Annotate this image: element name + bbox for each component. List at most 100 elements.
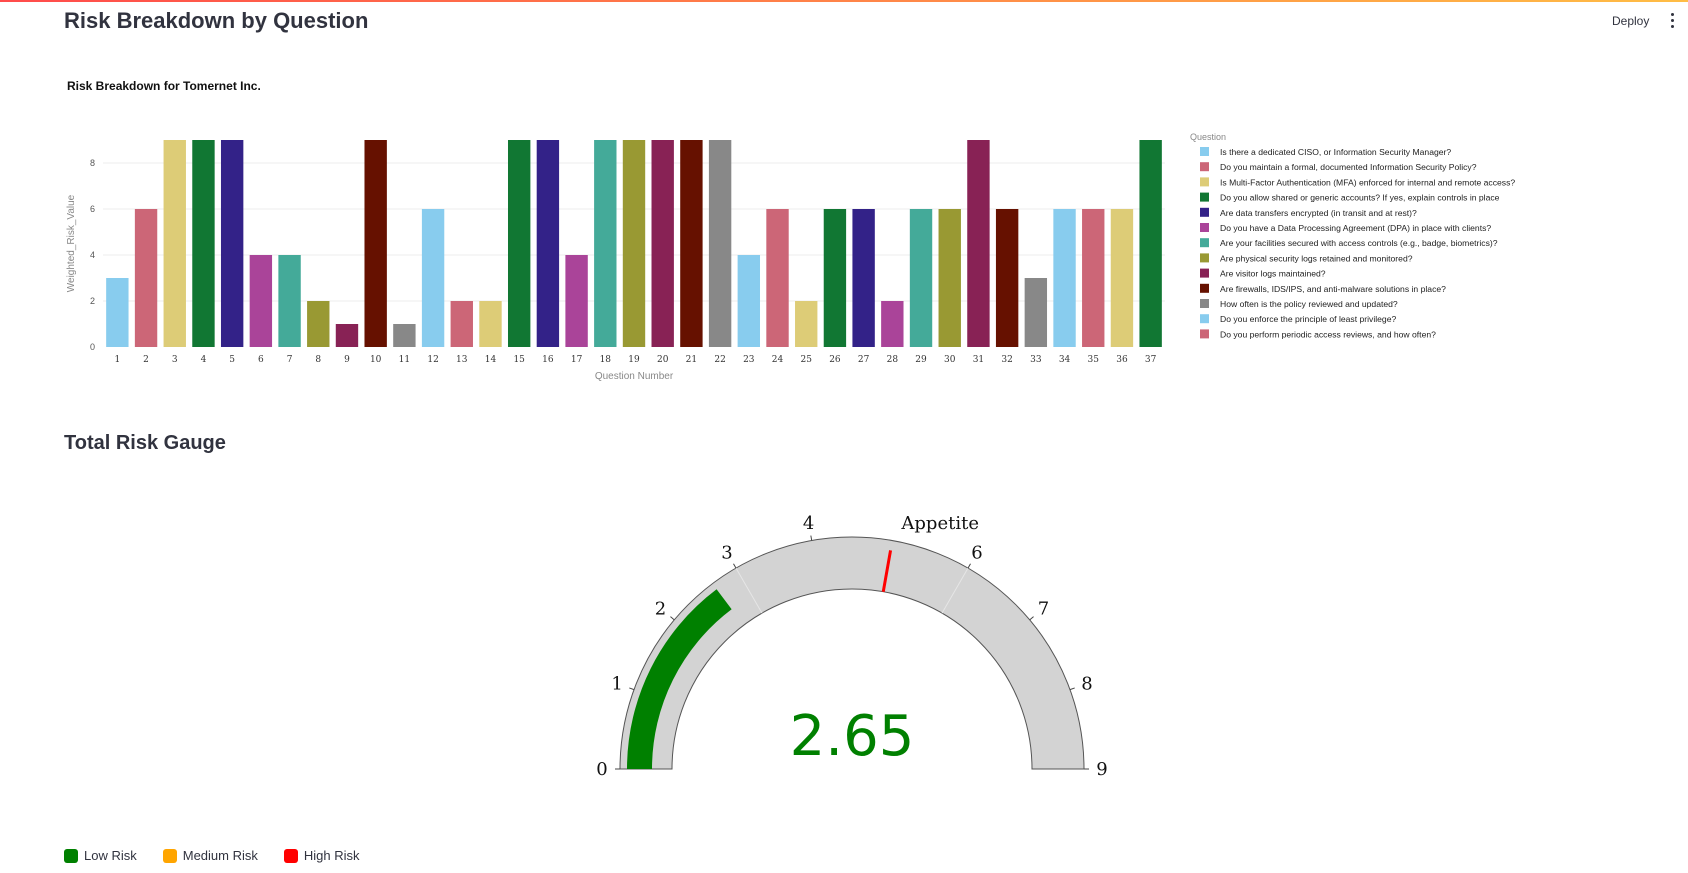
legend-swatch [1200, 238, 1209, 248]
bar-q24[interactable] [766, 209, 789, 347]
x-tick-label: 15 [513, 355, 525, 365]
bar-q22[interactable] [708, 140, 732, 347]
legend-item-label[interactable]: Do you maintain a formal, documented Inf… [1220, 162, 1477, 172]
bar-q16[interactable] [536, 140, 560, 347]
x-tick-label: 27 [858, 355, 870, 365]
bar-q27[interactable] [852, 209, 875, 347]
legend-swatch [1200, 147, 1209, 156]
x-tick-label: 1 [114, 355, 120, 365]
bar-q17[interactable] [565, 255, 588, 347]
legend-swatch [1200, 253, 1209, 263]
bar-q28[interactable] [881, 301, 904, 347]
high-risk-swatch [283, 848, 298, 863]
bar-q20[interactable] [651, 140, 674, 347]
x-tick-label: 28 [887, 355, 899, 365]
gauge-tick [733, 563, 737, 569]
gauge-value-bar [627, 589, 732, 769]
deploy-button[interactable]: Deploy [1612, 14, 1650, 28]
bar-q19[interactable] [622, 140, 646, 347]
bar-q26[interactable] [823, 209, 847, 347]
bar-q2[interactable] [134, 209, 158, 347]
bar-q1[interactable] [106, 278, 129, 347]
x-tick-label: 29 [915, 355, 927, 365]
bar-q37[interactable] [1139, 140, 1162, 347]
x-tick-label: 16 [542, 355, 554, 365]
bar-q5[interactable] [220, 140, 244, 347]
main-menu-icon[interactable] [1668, 13, 1676, 31]
legend-swatch [1200, 192, 1209, 202]
x-tick-label: 12 [427, 355, 438, 365]
bar-q29[interactable] [909, 209, 933, 347]
x-tick-label: 8 [315, 355, 321, 365]
x-tick-label: 4 [201, 355, 207, 365]
bar-q25[interactable] [795, 301, 818, 347]
legend-swatch [1200, 299, 1209, 308]
legend-item-label[interactable]: Do you allow shared or generic accounts?… [1220, 193, 1500, 203]
bar-q30[interactable] [938, 209, 961, 347]
x-tick-label: 2 [143, 355, 149, 365]
gauge-step-divider [941, 567, 969, 614]
legend-high-risk: High Risk [283, 848, 360, 863]
risk-level-legend: Low Risk Medium Risk High Risk [64, 848, 360, 863]
legend-item-label[interactable]: Are firewalls, IDS/IPS, and anti-malware… [1220, 284, 1446, 294]
gauge-tick [670, 616, 675, 621]
x-tick-label: 10 [370, 355, 382, 365]
bar-q15[interactable] [507, 140, 531, 347]
gauge-tick-label: 9 [1096, 759, 1107, 780]
legend-item-label[interactable]: Do you enforce the principle of least pr… [1220, 314, 1396, 324]
legend-low-risk-label: Low Risk [84, 848, 137, 863]
bar-q7[interactable] [278, 255, 301, 347]
x-tick-label: 7 [287, 355, 293, 365]
legend-swatch [1200, 162, 1209, 172]
x-tick-label: 9 [344, 355, 350, 365]
x-tick-label: 31 [973, 355, 984, 365]
bar-q14[interactable] [479, 301, 502, 347]
bar-q36[interactable] [1110, 209, 1134, 347]
bar-q23[interactable] [737, 255, 761, 347]
bar-q6[interactable] [249, 255, 273, 347]
bar-q13[interactable] [450, 301, 473, 347]
legend-item-label[interactable]: Are visitor logs maintained? [1220, 269, 1326, 279]
bar-q4[interactable] [192, 140, 215, 347]
legend-item-label[interactable]: Is Multi-Factor Authentication (MFA) enf… [1220, 177, 1515, 187]
gauge-tick-label: 1 [611, 673, 622, 694]
bar-q10[interactable] [364, 140, 387, 347]
bar-q35[interactable] [1082, 209, 1105, 347]
legend-swatch [1200, 314, 1209, 324]
bar-q12[interactable] [421, 209, 445, 347]
gauge-tick-label: 3 [721, 542, 732, 563]
page-title: Risk Breakdown by Question [64, 8, 369, 33]
x-tick-label: 30 [944, 355, 956, 365]
legend-item-label[interactable]: Are physical security logs retained and … [1220, 253, 1413, 263]
bar-q34[interactable] [1053, 209, 1076, 347]
top-accent-line [0, 0, 1688, 2]
gauge-step-divider [735, 567, 763, 614]
legend-item-label[interactable]: Is there a dedicated CISO, or Informatio… [1220, 147, 1451, 157]
legend-item-label[interactable]: Do you perform periodic access reviews, … [1220, 329, 1436, 339]
gauge-appetite-label: Appetite [900, 513, 979, 534]
bar-q18[interactable] [594, 140, 617, 347]
bar-q21[interactable] [680, 140, 703, 347]
gauge-section-title: Total Risk Gauge [64, 432, 226, 454]
bar-q33[interactable] [1024, 278, 1048, 347]
legend-item-label[interactable]: Are data transfers encrypted (in transit… [1220, 208, 1417, 218]
y-tick-label: 4 [90, 250, 95, 260]
x-tick-label: 13 [456, 355, 468, 365]
bar-chart-title: Risk Breakdown for Tomernet Inc. [67, 79, 261, 93]
bar-q11[interactable] [393, 324, 416, 347]
gauge-outline [619, 536, 1085, 770]
gauge-tick-label: 6 [971, 542, 982, 563]
gauge-tick [629, 687, 635, 691]
bar-q32[interactable] [995, 209, 1019, 347]
legend-swatch [1200, 177, 1209, 187]
bar-q31[interactable] [967, 140, 990, 347]
legend-item-label[interactable]: Are your facilities secured with access … [1220, 238, 1498, 248]
bar-q9[interactable] [335, 324, 359, 347]
bar-q8[interactable] [307, 301, 330, 347]
x-tick-label: 24 [772, 355, 784, 365]
legend-item-label[interactable]: Do you have a Data Processing Agreement … [1220, 223, 1491, 233]
x-tick-label: 20 [657, 355, 669, 365]
bar-q3[interactable] [163, 140, 186, 347]
legend-item-label[interactable]: How often is the policy reviewed and upd… [1220, 299, 1398, 309]
